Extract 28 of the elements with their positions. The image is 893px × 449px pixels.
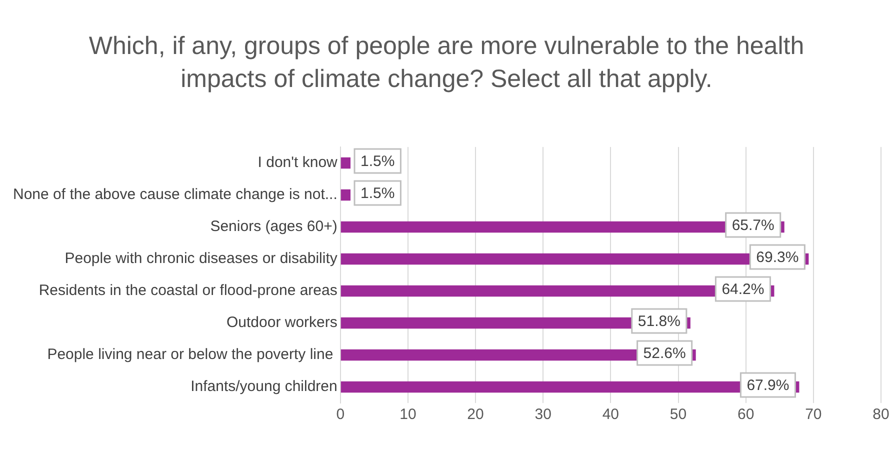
x-tick-label: 60 xyxy=(738,406,754,424)
data-label: 52.6% xyxy=(643,345,686,362)
y-tick-label: Seniors (ages 60+) xyxy=(210,218,338,236)
x-tick-label: 50 xyxy=(670,406,687,424)
data-label: 64.2% xyxy=(722,281,764,298)
x-tick-label: 70 xyxy=(805,406,822,424)
y-tick-label: Residents in the coastal or flood-prone areas xyxy=(38,282,338,300)
x-tick-label: 0 xyxy=(336,406,345,424)
x-tick-label: 40 xyxy=(602,406,620,424)
x-tick-label: 30 xyxy=(534,406,552,424)
data-label: 67.9% xyxy=(746,377,790,394)
y-tick-label: Infants/young children xyxy=(190,378,338,396)
data-label: 69.3% xyxy=(756,249,799,266)
data-label: 65.7% xyxy=(732,217,774,234)
y-tick-label: None of the above cause climate change is not... xyxy=(12,186,338,204)
x-tick-label: 20 xyxy=(467,406,484,424)
y-tick-label: Outdoor workers xyxy=(226,314,338,332)
y-tick-label: I don't know xyxy=(258,154,338,172)
data-label: 1.5% xyxy=(360,185,395,202)
x-tick-label: 80 xyxy=(872,406,890,424)
bar xyxy=(340,189,351,201)
y-tick-label: People living near or below the poverty line xyxy=(47,346,338,364)
x-tick-label: 10 xyxy=(400,406,416,424)
y-tick-label: People with chronic diseases or disability xyxy=(64,250,338,268)
chart-title: Which, if any, groups of people are more vulnerable to the health impacts of climate change? Select all that apply. xyxy=(88,31,806,95)
bar xyxy=(340,157,351,169)
data-label: 51.8% xyxy=(638,313,680,330)
data-label: 1.5% xyxy=(360,153,395,170)
